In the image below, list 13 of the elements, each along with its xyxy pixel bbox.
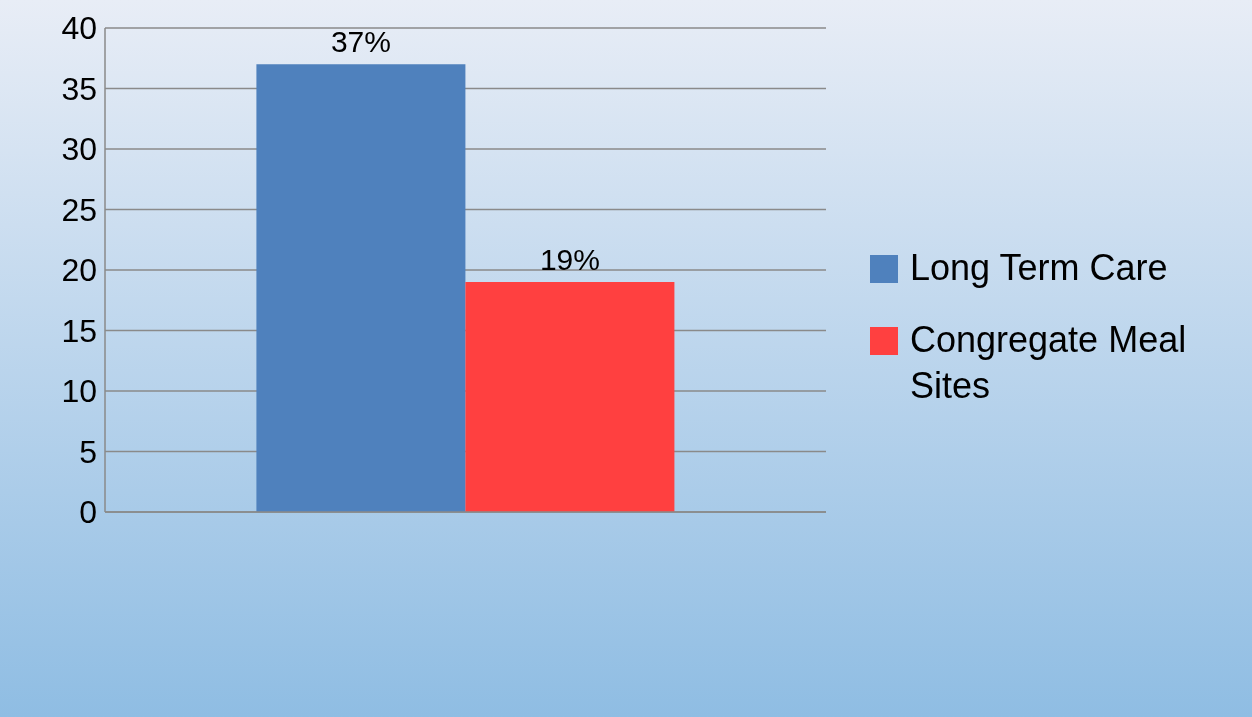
y-tick-label: 0: [79, 494, 97, 531]
y-tick-label: 15: [61, 312, 97, 349]
y-tick-label: 5: [79, 433, 97, 470]
y-tick-label: 10: [61, 373, 97, 410]
y-tick-label: 30: [61, 131, 97, 168]
data-label: 19%: [539, 243, 600, 277]
y-tick-label: 25: [61, 191, 97, 228]
y-tick-label: 20: [61, 252, 97, 289]
data-label: 37%: [330, 25, 391, 59]
y-tick-label: 40: [61, 10, 97, 47]
legend-label: Congregate Meal Sites: [910, 318, 1188, 408]
y-tick-label: 35: [61, 70, 97, 107]
legend-label: Long Term Care: [910, 246, 1169, 290]
